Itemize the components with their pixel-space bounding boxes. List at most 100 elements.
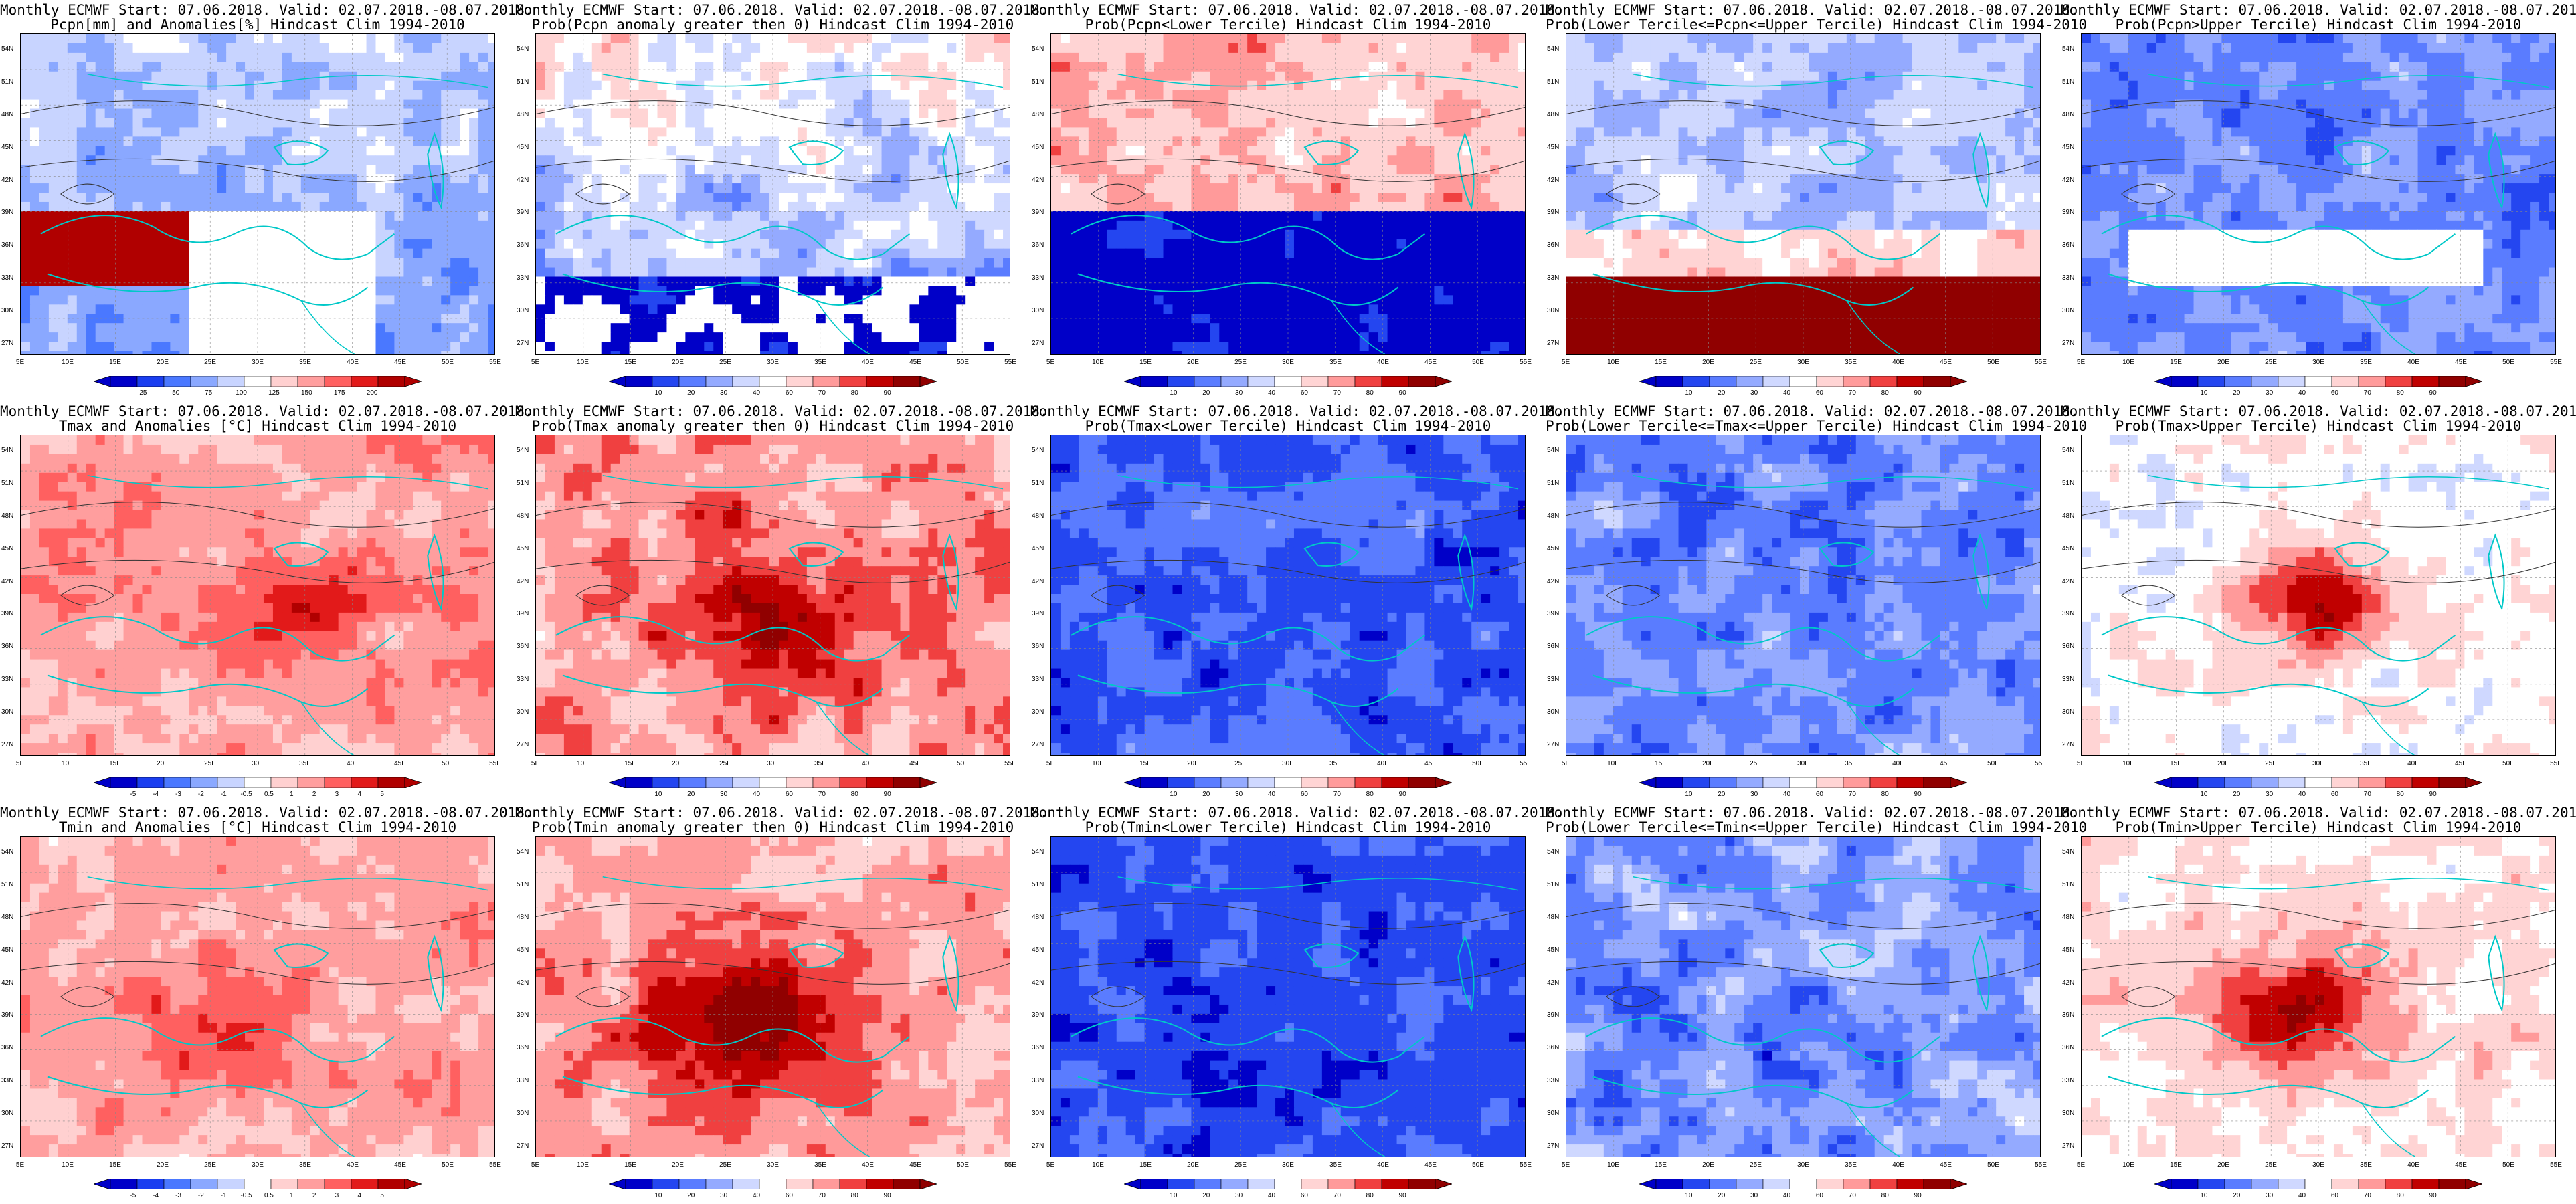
- colorbar-label: 10: [1685, 389, 1692, 397]
- latitude-label: 30N: [1, 708, 13, 716]
- latitude-label: 39N: [517, 610, 529, 617]
- colorbar-label: 2: [312, 1192, 316, 1199]
- latitude-label: 42N: [517, 177, 529, 184]
- latitude-label: 30N: [1547, 307, 1559, 314]
- latitude-label: 48N: [1032, 512, 1044, 520]
- colorbar-label: 0.5: [264, 1192, 274, 1199]
- longitude-label: 15E: [2170, 359, 2182, 366]
- longitude-label: 25E: [204, 359, 216, 366]
- latitude-label: 42N: [1, 979, 13, 987]
- longitude-label: 45E: [394, 760, 406, 767]
- latitude-label: 39N: [1032, 209, 1044, 216]
- colorbar-label: 10: [1685, 791, 1692, 798]
- colorbar-label: 4: [358, 1192, 362, 1199]
- longitude-label: 35E: [814, 760, 826, 767]
- latitude-label: 27N: [517, 741, 529, 748]
- longitude-label: 25E: [719, 760, 731, 767]
- longitude-label: 10E: [1607, 359, 1619, 366]
- colorbar-label: 30: [1235, 1192, 1243, 1199]
- latitude-label: 45N: [1547, 144, 1559, 151]
- latitude-label: 48N: [517, 512, 529, 520]
- colorbar-label: -5: [130, 1192, 136, 1199]
- longitude-label: 55E: [489, 1161, 501, 1169]
- panel-title-line2: Prob(Tmax<Lower Tercile) Hindcast Clim 1…: [1030, 419, 1546, 433]
- longitude-label: 30E: [252, 359, 264, 366]
- colorbar: [1124, 1179, 1452, 1189]
- colorbar-label: 20: [1718, 791, 1725, 798]
- latitude-label: 33N: [1032, 676, 1044, 683]
- longitude-label: 45E: [2455, 1161, 2467, 1169]
- longitude-label: 20E: [2217, 760, 2229, 767]
- colorbar-label: 40: [753, 791, 760, 798]
- latitude-label: 42N: [1547, 177, 1559, 184]
- forecast-map: [535, 836, 1010, 1157]
- longitude-label: 25E: [1234, 760, 1247, 767]
- latitude-label: 36N: [1, 1044, 13, 1051]
- colorbar-label: 175: [334, 389, 345, 397]
- panel-title-line1: Monthly ECMWF Start: 07.06.2018. Valid: …: [0, 3, 533, 17]
- latitude-label: 39N: [1547, 610, 1559, 617]
- longitude-label: 25E: [2265, 760, 2277, 767]
- colorbar-label: 100: [236, 389, 247, 397]
- longitude-label: 10E: [577, 760, 589, 767]
- latitude-label: 27N: [1032, 340, 1044, 347]
- colorbar-label: 10: [654, 791, 662, 798]
- longitude-label: 30E: [2312, 359, 2324, 366]
- colorbar-label: 40: [1783, 389, 1790, 397]
- latitude-label: 39N: [1547, 209, 1559, 216]
- latitude-label: 36N: [517, 643, 529, 650]
- latitude-label: 51N: [1, 78, 13, 86]
- longitude-label: 15E: [1655, 1161, 1667, 1169]
- longitude-label: 15E: [1139, 760, 1152, 767]
- longitude-label: 20E: [1702, 1161, 1714, 1169]
- panel-title-line1: Monthly ECMWF Start: 07.06.2018. Valid: …: [1546, 3, 2079, 17]
- latitude-label: 33N: [1, 1077, 13, 1084]
- longitude-label: 5E: [531, 359, 539, 366]
- colorbar-label: 20: [1202, 791, 1210, 798]
- forecast-panel: Monthly ECMWF Start: 07.06.2018. Valid: …: [0, 803, 533, 1204]
- latitude-label: 51N: [517, 881, 529, 888]
- latitude-label: 33N: [1547, 676, 1559, 683]
- latitude-label: 36N: [1547, 1044, 1559, 1051]
- longitude-label: 40E: [2407, 760, 2419, 767]
- colorbar-label: 30: [720, 791, 727, 798]
- forecast-panel: Monthly ECMWF Start: 07.06.2018. Valid: …: [515, 401, 1048, 803]
- longitude-label: 30E: [767, 760, 779, 767]
- latitude-label: 30N: [1, 1110, 13, 1117]
- latitude-label: 39N: [1032, 610, 1044, 617]
- forecast-map: [20, 33, 495, 355]
- longitude-label: 50E: [1987, 760, 1999, 767]
- latitude-label: 36N: [1032, 241, 1044, 249]
- panel-title-line2: Prob(Lower Tercile<=Tmin<=Upper Tercile)…: [1546, 820, 2087, 835]
- colorbar-label: 1: [290, 791, 294, 798]
- latitude-label: 45N: [1032, 946, 1044, 954]
- forecast-map: [1566, 435, 2041, 756]
- forecast-panel: Monthly ECMWF Start: 07.06.2018. Valid: …: [0, 0, 533, 401]
- colorbar: [1639, 376, 1967, 387]
- forecast-panel: Monthly ECMWF Start: 07.06.2018. Valid: …: [0, 401, 533, 803]
- colorbar-label: 70: [2364, 389, 2371, 397]
- latitude-label: 48N: [1, 914, 13, 921]
- longitude-label: 25E: [1750, 1161, 1762, 1169]
- colorbar-label: 10: [1685, 1192, 1692, 1199]
- longitude-label: 50E: [1472, 760, 1484, 767]
- longitude-label: 15E: [1655, 760, 1667, 767]
- colorbar: [1124, 376, 1452, 387]
- longitude-label: 35E: [2360, 359, 2372, 366]
- colorbar-label: 20: [1202, 1192, 1210, 1199]
- colorbar-label: 10: [1170, 389, 1177, 397]
- latitude-label: 36N: [2062, 643, 2074, 650]
- panel-title-line2: Prob(Pcpn anomaly greater then 0) Hindca…: [515, 17, 1030, 32]
- longitude-label: 40E: [862, 1161, 874, 1169]
- colorbar-label: 40: [1783, 1192, 1790, 1199]
- longitude-label: 55E: [1004, 760, 1016, 767]
- colorbar-label: -1: [221, 1192, 227, 1199]
- colorbar-label: 60: [786, 791, 793, 798]
- longitude-label: 50E: [2502, 760, 2514, 767]
- colorbar-label: 60: [786, 389, 793, 397]
- longitude-label: 30E: [767, 1161, 779, 1169]
- longitude-label: 50E: [1472, 1161, 1484, 1169]
- colorbar-label: -0.5: [240, 791, 252, 798]
- latitude-label: 30N: [2062, 708, 2074, 716]
- colorbar-label: 80: [2397, 1192, 2404, 1199]
